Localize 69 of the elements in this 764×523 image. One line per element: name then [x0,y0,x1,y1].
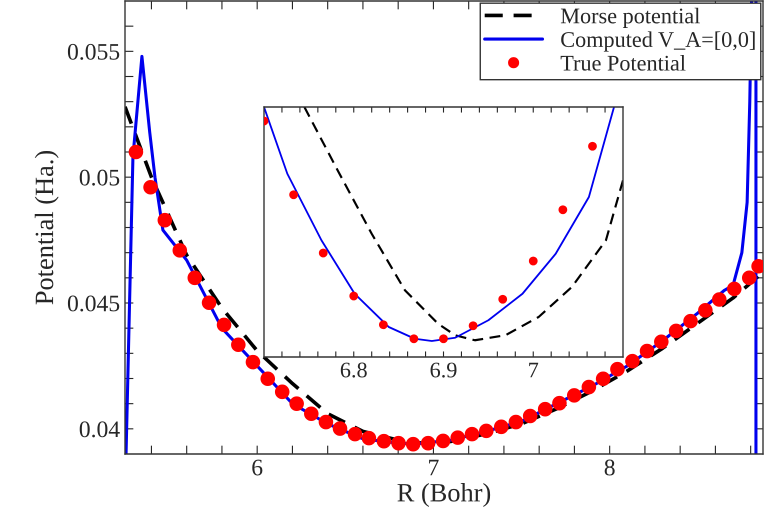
point [742,270,757,286]
x-tick-label: 8 [604,460,615,476]
point [391,436,406,450]
point [362,430,376,446]
y-tick-label: 0.055 [68,44,120,60]
point [216,318,232,332]
point [640,344,654,358]
point [188,270,202,286]
legend-label: Morse potential [560,8,700,28]
point [410,334,418,344]
point [289,396,304,411]
point [588,142,597,151]
point [289,190,298,200]
point [726,282,742,296]
y-tick-label: 0.05 [80,170,120,186]
x-axis-title: R (Bohr) [397,483,490,507]
point [494,420,509,434]
point [464,426,480,442]
x-tick-label: 6.8 [340,362,367,378]
x-tick-label: 7 [429,460,439,476]
point [552,396,567,410]
point [158,212,172,228]
point [625,354,640,368]
point [420,436,436,450]
point [683,314,698,328]
point [610,362,625,376]
point [712,292,727,307]
point [436,434,450,448]
point [538,402,552,416]
point [318,248,328,258]
point [348,426,362,442]
point [596,371,610,386]
point [450,430,466,445]
point [231,337,246,352]
point [379,320,388,330]
point [558,205,568,214]
point [274,384,290,400]
point [406,436,420,452]
x-tick-label: 6 [252,460,262,476]
point [376,434,392,448]
point [498,294,508,304]
point [508,414,524,430]
point [143,180,158,195]
point [528,256,538,266]
y-axis-title: Potential (Ha.) [34,150,59,304]
point [172,243,188,258]
point [318,414,334,430]
legend-label: True Potential [560,55,686,71]
point [349,292,358,300]
point [582,380,596,394]
point [468,321,478,330]
point [332,421,348,436]
point [522,408,538,424]
x-tick-label: 6.9 [430,362,456,378]
point [668,324,684,338]
y-tick-label: 0.045 [68,295,120,312]
point [260,371,276,386]
point [304,406,319,422]
legend-label: Computed V_A=[0,0] [561,31,755,52]
y-tick-label: 0.04 [80,421,120,438]
point [128,144,144,160]
point [654,334,669,350]
point [479,424,494,438]
point [566,388,582,403]
point [439,334,448,344]
x-tick-label: 7 [529,362,538,378]
point [698,303,713,318]
point [246,354,260,370]
point [202,295,216,310]
